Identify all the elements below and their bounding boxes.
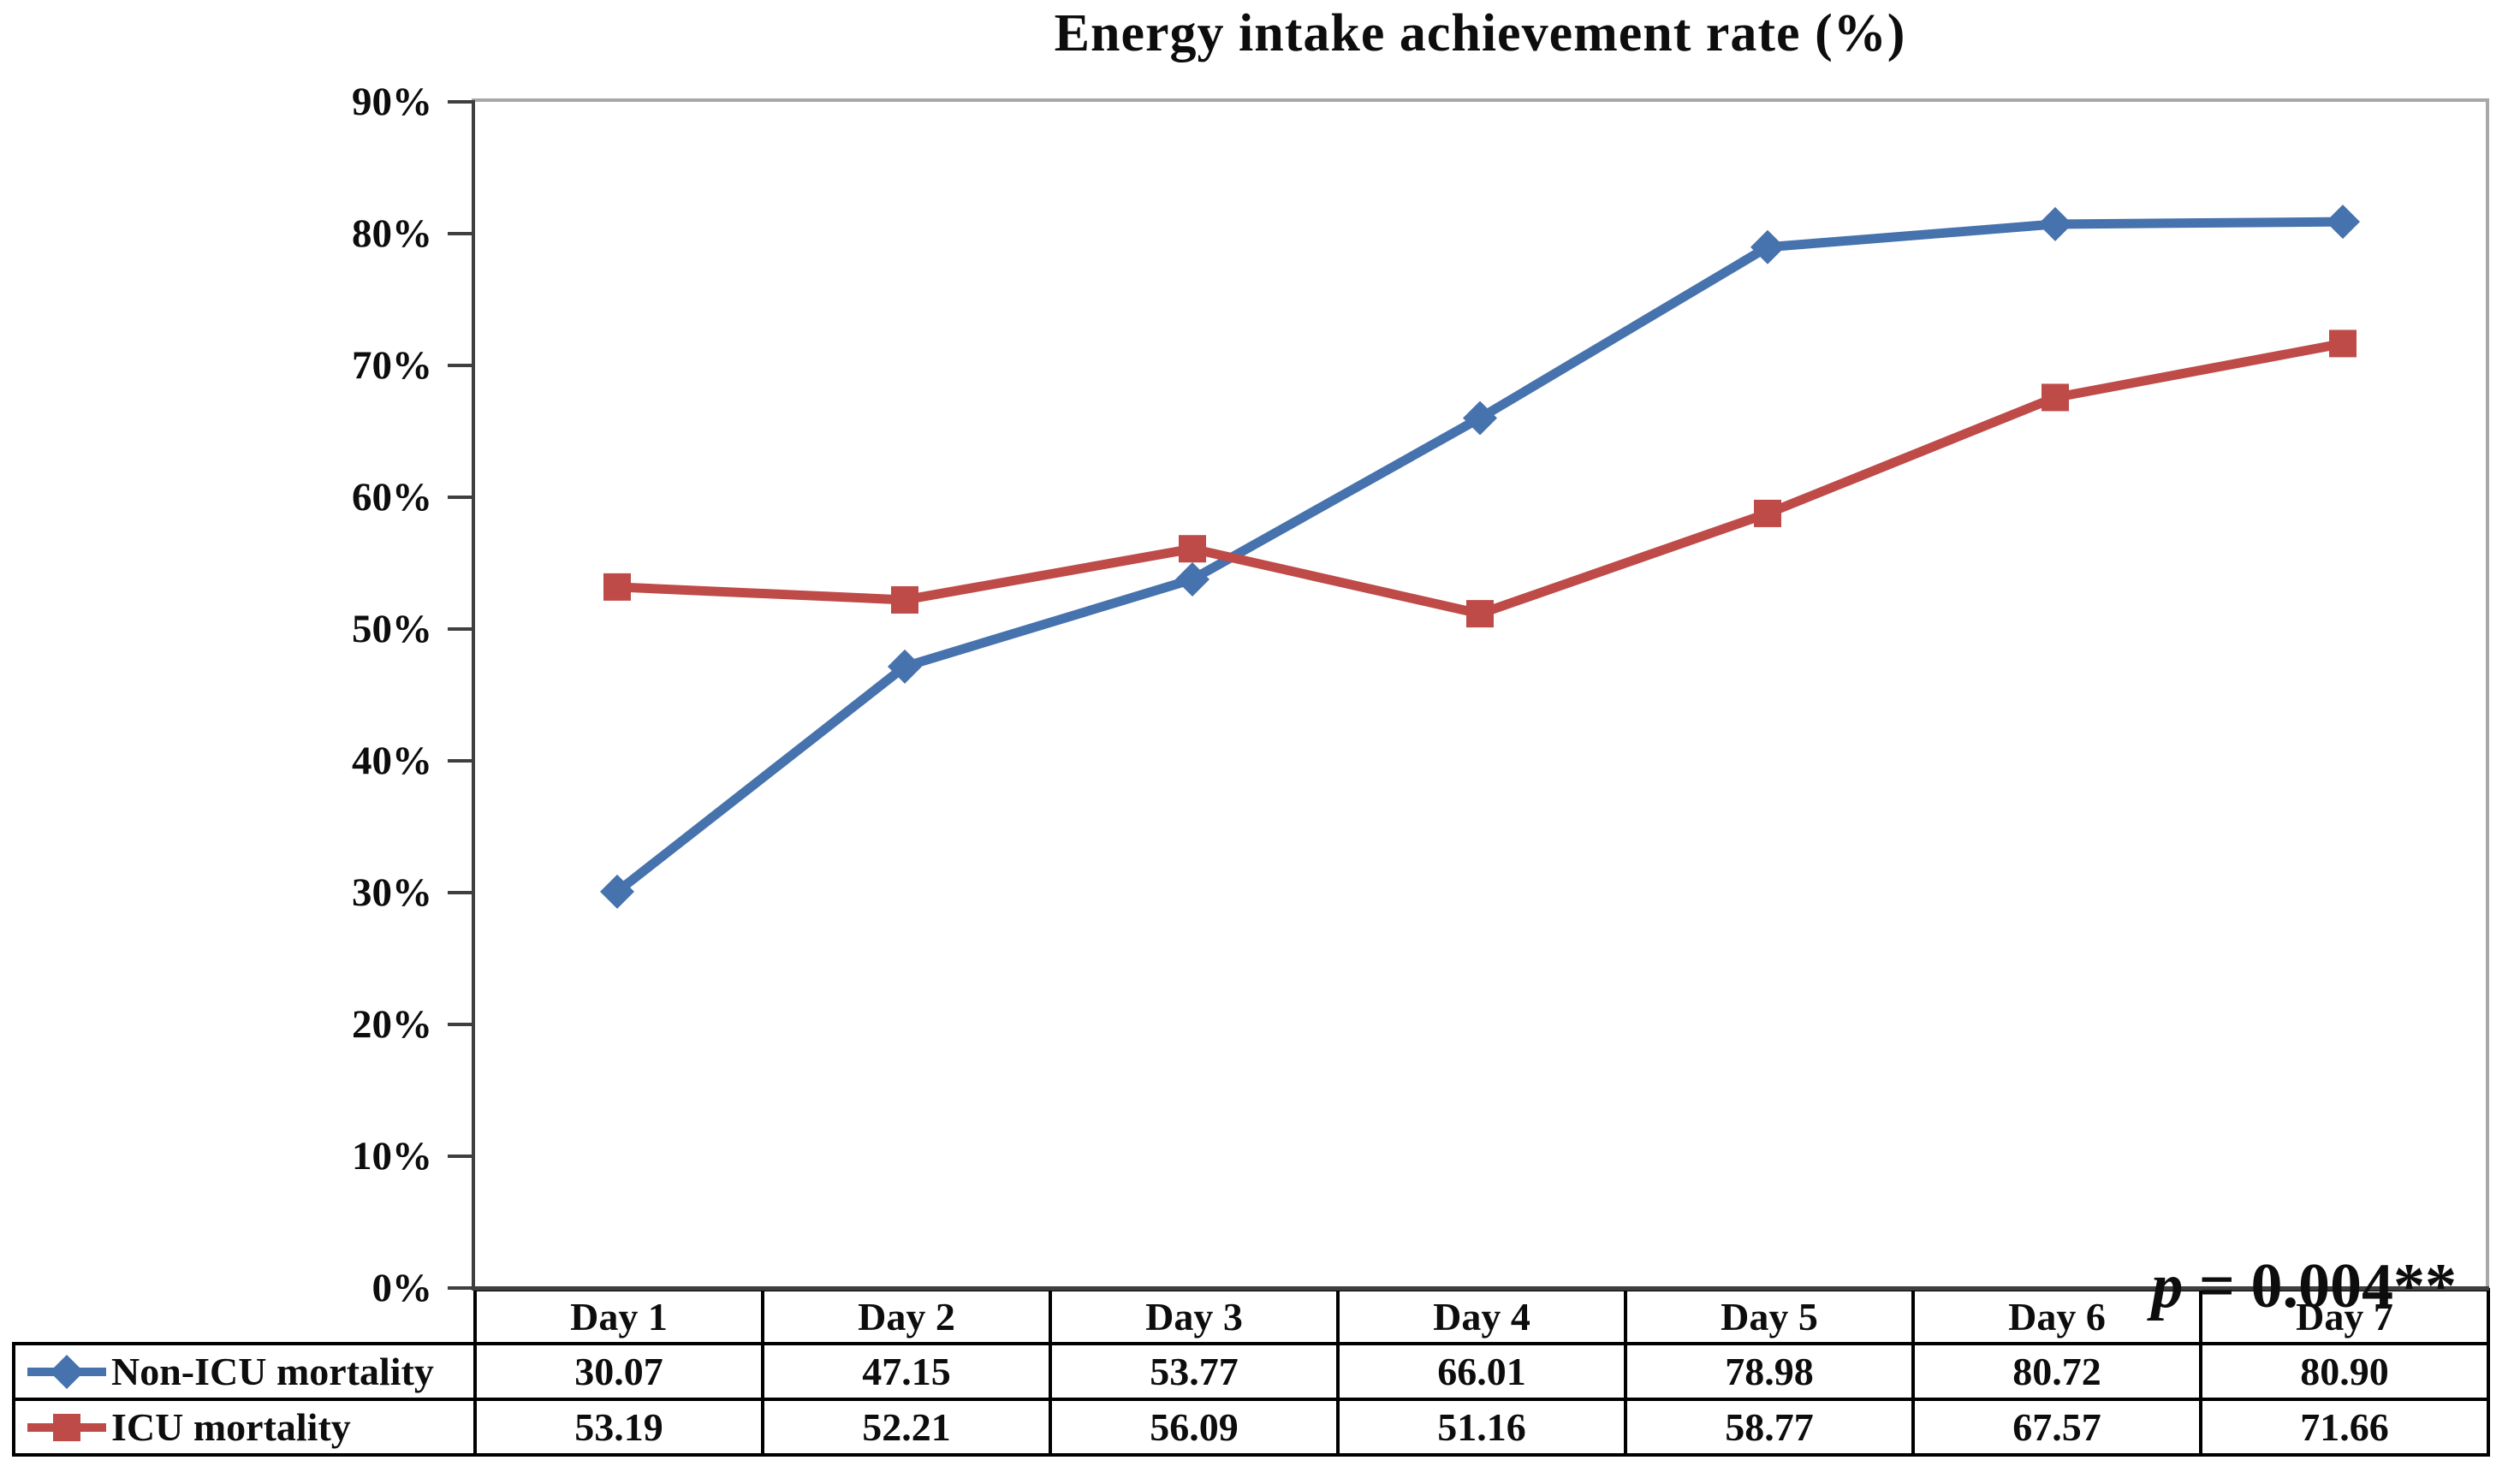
legend-series-label: Non-ICU mortality: [111, 1350, 434, 1393]
data-table: Day 1 Day 2 Day 3 Day 4 Day 5 Day 6 Day 7 Non-I…: [12, 1288, 2490, 1457]
y-axis-tick: [448, 759, 473, 763]
day-header-cell: Day 6: [1911, 1288, 2202, 1345]
data-point-marker-diamond: [2326, 205, 2360, 240]
legend-entry: Non-ICU mortality: [15, 1349, 473, 1394]
data-point-marker-diamond: [50, 1354, 84, 1389]
value-cell: 80.72: [1911, 1342, 2202, 1401]
day-header-cell: Day 1: [473, 1288, 764, 1345]
y-axis-tick-label: 70%: [352, 343, 432, 388]
data-point-marker-square: [1466, 600, 1494, 628]
y-axis-tick: [448, 1023, 473, 1026]
data-point-marker-square: [1754, 499, 1781, 527]
data-point-marker-square: [603, 573, 631, 601]
value-cell: 53.77: [1049, 1342, 1340, 1401]
data-point-marker-square: [1179, 535, 1206, 563]
series-icu-mortality: [603, 329, 2357, 628]
legend-cell: Non-ICU mortality: [12, 1342, 477, 1401]
value-cell: 66.01: [1336, 1342, 1627, 1401]
y-axis-tick: [448, 364, 473, 367]
y-axis-tick: [448, 100, 473, 104]
value-cell: 30.07: [473, 1342, 764, 1401]
legend-key-square-icon: [27, 1413, 106, 1441]
series-non-icu-mortality: [600, 205, 2360, 909]
data-point-marker-square: [2329, 329, 2357, 358]
value-cell: 56.09: [1049, 1398, 1340, 1457]
p-value-text: = 0.004**: [2183, 1251, 2457, 1321]
value-cell: 52.21: [761, 1398, 1052, 1457]
y-axis-tick-label: 0%: [371, 1266, 433, 1310]
chart-title: Energy intake achievement rate (%): [1054, 4, 1906, 62]
value-cell: 67.57: [1911, 1398, 2202, 1457]
data-point-marker-diamond: [2038, 206, 2072, 241]
plot-area-right-border: [2486, 98, 2489, 1290]
value-cell: 80.90: [2199, 1342, 2490, 1401]
y-axis-tick-label: 90%: [352, 80, 432, 124]
data-point-marker-diamond: [600, 874, 634, 909]
value-cell: 71.66: [2199, 1398, 2490, 1457]
y-axis-tick-label: 50%: [352, 607, 432, 651]
y-axis-tick-label: 20%: [352, 1002, 432, 1047]
plot-area-top-border: [472, 98, 2489, 102]
y-axis-tick: [448, 627, 473, 631]
value-cell: 58.77: [1624, 1398, 1915, 1457]
series-line: [612, 217, 2348, 897]
day-header-cell: Day 3: [1049, 1288, 1340, 1345]
value-cell: 51.16: [1336, 1398, 1627, 1457]
table-row-icu-mortality: ICU mortality 53.19 52.21 56.09 51.16 58.77 67…: [12, 1398, 2490, 1457]
y-axis-tick: [448, 232, 473, 235]
y-axis-tick: [448, 1155, 473, 1158]
y-axis-tick: [448, 496, 473, 499]
table-row-non-icu-mortality: Non-ICU mortality 30.07 47.15 53.77 66.01 78.…: [12, 1342, 2490, 1401]
data-point-marker-diamond: [1463, 401, 1497, 436]
day-header-cell: Day 2: [761, 1288, 1052, 1345]
value-cell: 53.19: [473, 1398, 764, 1457]
data-point-marker-square: [53, 1413, 80, 1441]
y-axis-tick-label: 80%: [352, 211, 432, 256]
y-axis-tick: [448, 1286, 473, 1290]
y-axis-tick-label: 60%: [352, 475, 432, 519]
data-point-marker-diamond: [1175, 561, 1209, 597]
y-axis-tick-label: 10%: [352, 1134, 432, 1178]
value-cell: 47.15: [761, 1342, 1052, 1401]
data-point-marker-square: [2042, 383, 2069, 412]
y-axis-tick-label: 40%: [352, 739, 432, 783]
p-value-annotation: p = 0.004**: [2088, 1178, 2457, 1396]
day-header-cell: Day 7: [2199, 1288, 2490, 1345]
y-axis-line: [472, 100, 475, 1290]
table-header-row: Day 1 Day 2 Day 3 Day 4 Day 5 Day 6 Day 7: [14, 1288, 2490, 1345]
series-line: [612, 338, 2348, 619]
legend-cell: ICU mortality: [12, 1398, 477, 1457]
plot-area: [600, 205, 2360, 909]
data-point-marker-diamond: [1750, 229, 1785, 264]
p-symbol: p: [2151, 1251, 2184, 1321]
data-point-marker-diamond: [888, 649, 922, 684]
data-point-marker-square: [891, 585, 918, 614]
value-cell: 78.98: [1624, 1342, 1915, 1401]
y-axis-tick: [448, 891, 473, 894]
day-header-cell: Day 5: [1624, 1288, 1915, 1345]
day-header-cell: Day 4: [1336, 1288, 1627, 1345]
legend-entry: ICU mortality: [15, 1404, 473, 1450]
legend-key-diamond-icon: [27, 1354, 106, 1389]
legend-series-label: ICU mortality: [111, 1405, 351, 1449]
x-axis-line: [472, 1286, 2489, 1291]
y-axis-tick-label: 30%: [352, 870, 432, 915]
